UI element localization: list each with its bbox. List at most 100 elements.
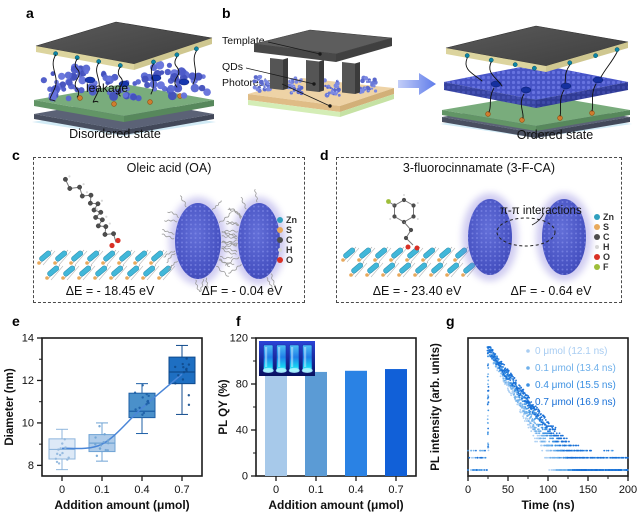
qd-sphere-left bbox=[169, 197, 227, 285]
svg-text:0: 0 bbox=[242, 471, 248, 483]
atom-dot-o bbox=[277, 257, 283, 263]
panel-b-caption: Ordered state bbox=[516, 128, 594, 142]
atom-dot-zn bbox=[594, 214, 600, 220]
qd-sphere-right bbox=[536, 193, 592, 281]
qd-slab-ordered bbox=[444, 64, 628, 108]
atom-dot-s bbox=[277, 227, 283, 233]
svg-text:0.4: 0.4 bbox=[348, 484, 363, 496]
svg-text:50: 50 bbox=[502, 484, 514, 496]
legend-item-c: C bbox=[277, 235, 297, 245]
svg-text:40: 40 bbox=[236, 425, 248, 437]
svg-text:Diameter (nm): Diameter (nm) bbox=[4, 368, 16, 445]
svg-text:100: 100 bbox=[539, 484, 557, 496]
top-plate bbox=[35, 21, 213, 65]
atom-dot-h bbox=[595, 245, 599, 249]
ligand-arrows bbox=[49, 50, 197, 103]
legend-item-f: F bbox=[594, 262, 614, 272]
atom-legend-d: Zn S C H O F bbox=[594, 212, 614, 272]
atom-legend-c: Zn S C H O bbox=[277, 215, 297, 265]
atom-symbol: C bbox=[603, 231, 610, 242]
legend-item-h: H bbox=[277, 245, 297, 255]
svg-text:0.7 μmol (16.9 ns): 0.7 μmol (16.9 ns) bbox=[535, 397, 616, 408]
svg-text:120: 120 bbox=[230, 333, 248, 345]
linker-dots-teal bbox=[464, 47, 620, 71]
delta-e-oa: ΔE = - 18.45 eV bbox=[65, 284, 155, 298]
pi-pointer-line bbox=[531, 212, 545, 226]
scene-disordered-state bbox=[32, 21, 216, 136]
qd-marker-ellipses bbox=[84, 74, 190, 88]
leakage-label: leakage bbox=[86, 81, 129, 95]
panel-d-title: 3-fluorocinnamate (3-F-CA) bbox=[402, 161, 556, 175]
scene-fca-binding bbox=[341, 193, 592, 281]
panel-e-label: e bbox=[12, 313, 20, 329]
svg-text:10: 10 bbox=[22, 417, 34, 429]
legend-item-s: S bbox=[277, 225, 297, 235]
svg-text:150: 150 bbox=[579, 484, 597, 496]
panel-a-caption: Disordered state bbox=[69, 127, 161, 141]
svg-text:0.1 μmol (13.4 ns): 0.1 μmol (13.4 ns) bbox=[535, 363, 616, 374]
atom-symbol: C bbox=[286, 234, 293, 245]
anchor-dots-orange bbox=[485, 110, 595, 123]
svg-text:Addition amount (μmol): Addition amount (μmol) bbox=[268, 498, 403, 512]
svg-text:PL intensity (arb. units): PL intensity (arb. units) bbox=[430, 343, 442, 471]
panel-a-label: a bbox=[26, 5, 34, 21]
atom-symbol: H bbox=[286, 244, 293, 255]
legend-item-zn: Zn bbox=[277, 215, 297, 225]
scene-oa-binding bbox=[37, 175, 286, 293]
legend-item-h: H bbox=[594, 242, 614, 252]
legend-item-o: O bbox=[594, 252, 614, 262]
callout-lines bbox=[245, 41, 332, 108]
zns-lattice bbox=[37, 249, 176, 281]
svg-text:Addition amount (μmol): Addition amount (μmol) bbox=[54, 498, 189, 512]
svg-text:Time (ns): Time (ns) bbox=[521, 498, 574, 512]
panel-c-title: Oleic acid (OA) bbox=[126, 161, 212, 175]
panel-f-label: f bbox=[236, 313, 241, 329]
qd-sphere-left bbox=[462, 193, 518, 281]
panel-c-label: c bbox=[12, 147, 20, 163]
svg-text:0.7: 0.7 bbox=[388, 484, 403, 496]
oleic-acid-molecule bbox=[63, 175, 121, 249]
zns-lattice bbox=[341, 246, 480, 278]
atom-symbol: Zn bbox=[603, 211, 614, 222]
atom-symbol: Zn bbox=[286, 214, 297, 225]
svg-text:12: 12 bbox=[22, 375, 34, 387]
svg-text:0.1: 0.1 bbox=[94, 484, 109, 496]
panel-c-box bbox=[33, 157, 305, 303]
atom-dot-h bbox=[278, 248, 282, 252]
callout-qds: QDs bbox=[222, 61, 243, 73]
atom-symbol: S bbox=[603, 221, 610, 232]
template-stamp bbox=[253, 29, 393, 94]
atom-symbol: O bbox=[603, 251, 611, 262]
svg-text:0: 0 bbox=[273, 484, 279, 496]
legend-item-o: O bbox=[277, 255, 297, 265]
callout-photoresist: Photoresist bbox=[222, 77, 275, 89]
svg-text:0.4: 0.4 bbox=[134, 484, 149, 496]
panel-b-label: b bbox=[222, 5, 231, 21]
delta-f-fca: ΔF = - 0.64 eV bbox=[510, 284, 592, 298]
qd-sphere-right bbox=[232, 197, 286, 285]
svg-text:0: 0 bbox=[59, 484, 65, 496]
legend-item-zn: Zn bbox=[594, 212, 614, 222]
svg-text:0.7: 0.7 bbox=[174, 484, 189, 496]
delta-e-fca: ΔE = - 23.40 eV bbox=[372, 284, 462, 298]
atom-dot-o bbox=[594, 254, 600, 260]
legend-item-s: S bbox=[594, 222, 614, 232]
process-arrow bbox=[398, 73, 436, 95]
atom-symbol: O bbox=[286, 254, 294, 265]
svg-text:80: 80 bbox=[236, 379, 248, 391]
atom-symbol: S bbox=[286, 224, 293, 235]
atom-dot-c bbox=[277, 237, 283, 243]
atom-dot-f bbox=[594, 264, 600, 270]
legend-item-c: C bbox=[594, 232, 614, 242]
atom-dot-zn bbox=[277, 217, 283, 223]
panel-d-box bbox=[336, 157, 622, 303]
svg-text:200: 200 bbox=[619, 484, 637, 496]
panel-d-label: d bbox=[320, 147, 329, 163]
qd-mounds bbox=[252, 74, 378, 98]
ligand-brushes bbox=[161, 189, 276, 293]
svg-text:PL QY (%): PL QY (%) bbox=[218, 379, 230, 434]
delta-f-oa: ΔF = - 0.04 eV bbox=[201, 284, 283, 298]
svg-text:0: 0 bbox=[465, 484, 471, 496]
svg-text:0.1: 0.1 bbox=[308, 484, 323, 496]
